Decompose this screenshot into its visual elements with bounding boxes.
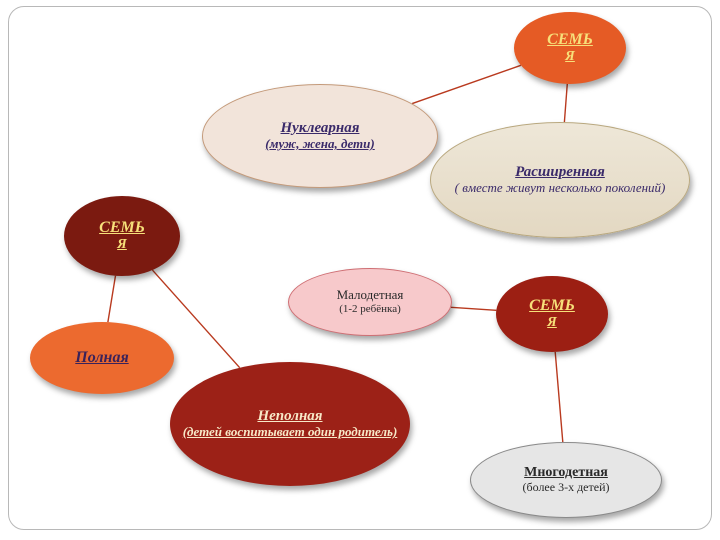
family-root-top: СЕМЬЯ [514, 12, 626, 84]
complete-family-node-line1: Полная [75, 349, 128, 367]
many-children-node: Многодетная(более 3-х детей) [470, 442, 662, 518]
single-parent-node: Неполная(детей воспитывает один родитель… [170, 362, 410, 486]
complete-family-node: Полная [30, 322, 174, 394]
few-children-node: Малодетная(1-2 ребёнка) [288, 268, 452, 336]
family-root-left-line1: СЕМЬ [99, 219, 145, 237]
family-root-left-line2: Я [117, 237, 127, 253]
extended-family-node-line2: ( вместе живут несколько поколений) [455, 181, 666, 196]
extended-family-node: Расширенная( вместе живут несколько поко… [430, 122, 690, 238]
diagram-stage: СЕМЬЯНуклеарная(муж, жена, дети)Расширен… [0, 0, 720, 540]
single-parent-node-line2: (детей воспитывает один родитель) [183, 425, 398, 440]
nuclear-family-node-line2: (муж, жена, дети) [265, 137, 374, 152]
many-children-node-line1: Многодетная [524, 465, 608, 481]
family-root-top-line1: СЕМЬ [547, 31, 593, 49]
family-root-right: СЕМЬЯ [496, 276, 608, 352]
family-root-top-line2: Я [565, 49, 575, 65]
many-children-node-line2: (более 3-х детей) [523, 481, 610, 495]
few-children-node-line1: Малодетная [337, 288, 404, 303]
extended-family-node-line1: Расширенная [515, 164, 605, 181]
nuclear-family-node: Нуклеарная(муж, жена, дети) [202, 84, 438, 188]
single-parent-node-line1: Неполная [257, 408, 322, 425]
few-children-node-line2: (1-2 ребёнка) [339, 303, 401, 316]
family-root-right-line1: СЕМЬ [529, 297, 575, 315]
family-root-right-line2: Я [547, 315, 557, 331]
family-root-left: СЕМЬЯ [64, 196, 180, 276]
nuclear-family-node-line1: Нуклеарная [281, 120, 360, 137]
